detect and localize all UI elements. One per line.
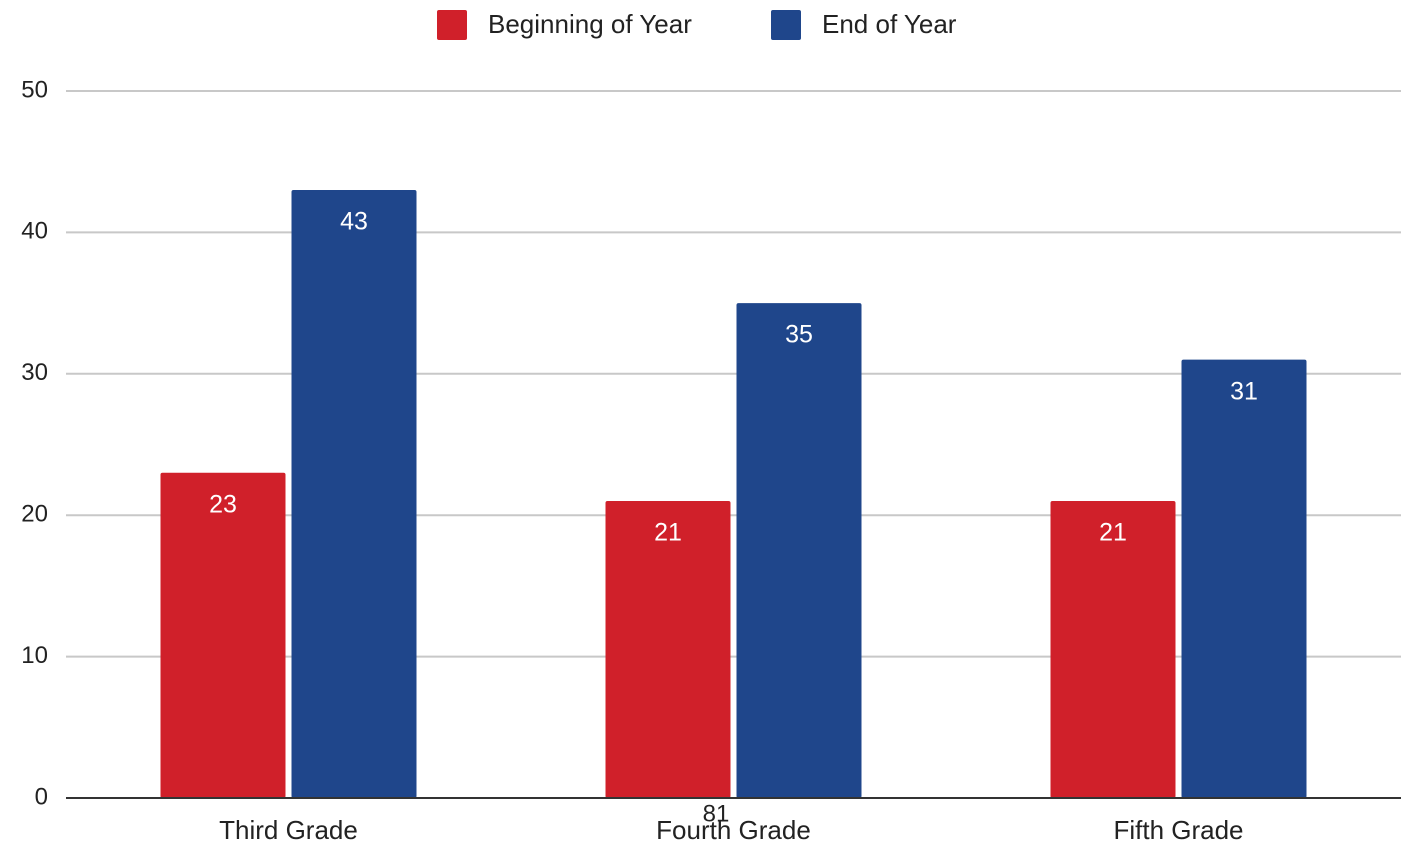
x-tick-label: Fourth Grade [656, 815, 811, 845]
legend-swatch [771, 10, 801, 40]
data-label: 23 [209, 490, 237, 518]
annotation: 81 [703, 800, 730, 827]
data-label: 21 [654, 519, 682, 547]
data-label: 21 [1099, 519, 1127, 547]
data-label: 43 [340, 208, 368, 236]
bar [160, 472, 286, 798]
legend-label: Beginning of Year [488, 9, 692, 39]
x-tick-label: Third Grade [219, 815, 358, 845]
y-tick-label: 10 [21, 642, 48, 669]
data-label: 31 [1230, 377, 1258, 405]
bar [605, 501, 731, 798]
bar [1050, 501, 1176, 798]
legend-swatch [437, 10, 467, 40]
y-tick-label: 30 [21, 359, 48, 386]
legend-label: End of Year [822, 9, 957, 39]
y-tick-label: 40 [21, 218, 48, 245]
x-tick-label: Fifth Grade [1113, 815, 1243, 845]
y-tick-label: 20 [21, 501, 48, 528]
y-tick-label: 0 [35, 783, 48, 810]
bar [1181, 359, 1307, 798]
bar [736, 303, 862, 798]
bar [291, 189, 417, 799]
y-tick-label: 50 [21, 76, 48, 103]
data-label: 35 [785, 321, 813, 349]
